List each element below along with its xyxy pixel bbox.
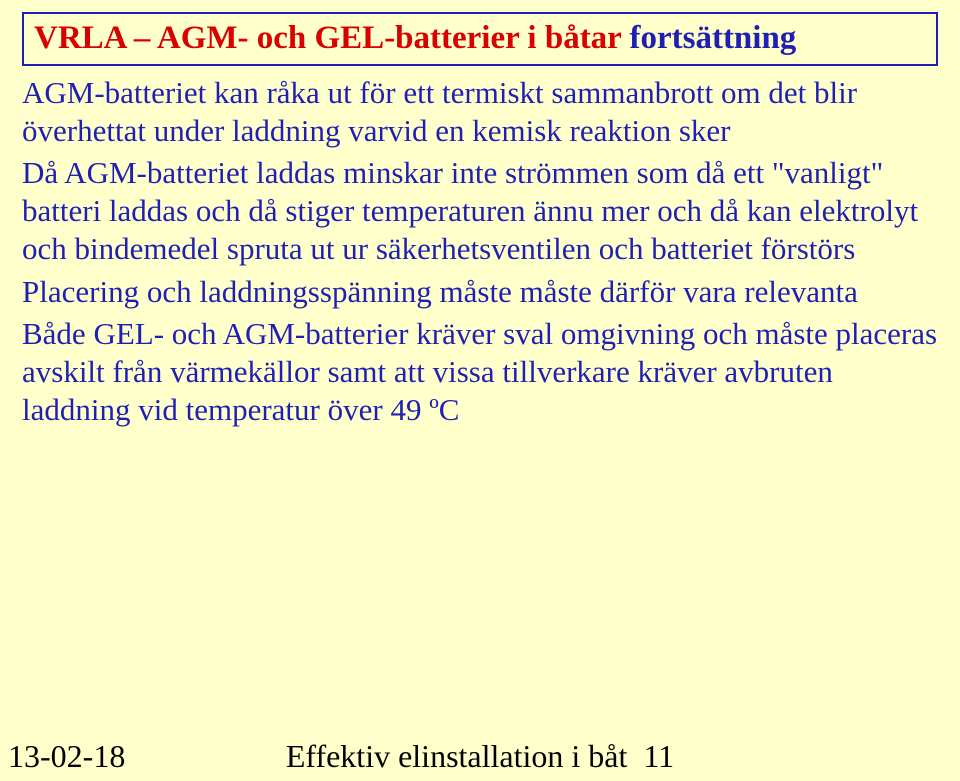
paragraph: Både GEL- och AGM-batterier kräver sval …: [22, 315, 938, 429]
footer-page-number: 11: [643, 738, 674, 774]
title-continuation: fortsättning: [629, 20, 796, 56]
footer-center: Effektiv elinstallation i båt 11: [0, 738, 960, 775]
title-main: VRLA – AGM- och GEL-batterier i båtar: [34, 20, 629, 56]
footer-title: Effektiv elinstallation i båt: [286, 738, 628, 774]
paragraph: AGM-batteriet kan råka ut för ett termis…: [22, 74, 938, 150]
body-text: AGM-batteriet kan råka ut för ett termis…: [22, 74, 938, 429]
slide-page: VRLA – AGM- och GEL-batterier i båtar fo…: [0, 0, 960, 781]
paragraph: Placering och laddningsspänning måste må…: [22, 273, 938, 311]
title-box: VRLA – AGM- och GEL-batterier i båtar fo…: [22, 12, 938, 66]
paragraph: Då AGM-batteriet laddas minskar inte str…: [22, 154, 938, 268]
